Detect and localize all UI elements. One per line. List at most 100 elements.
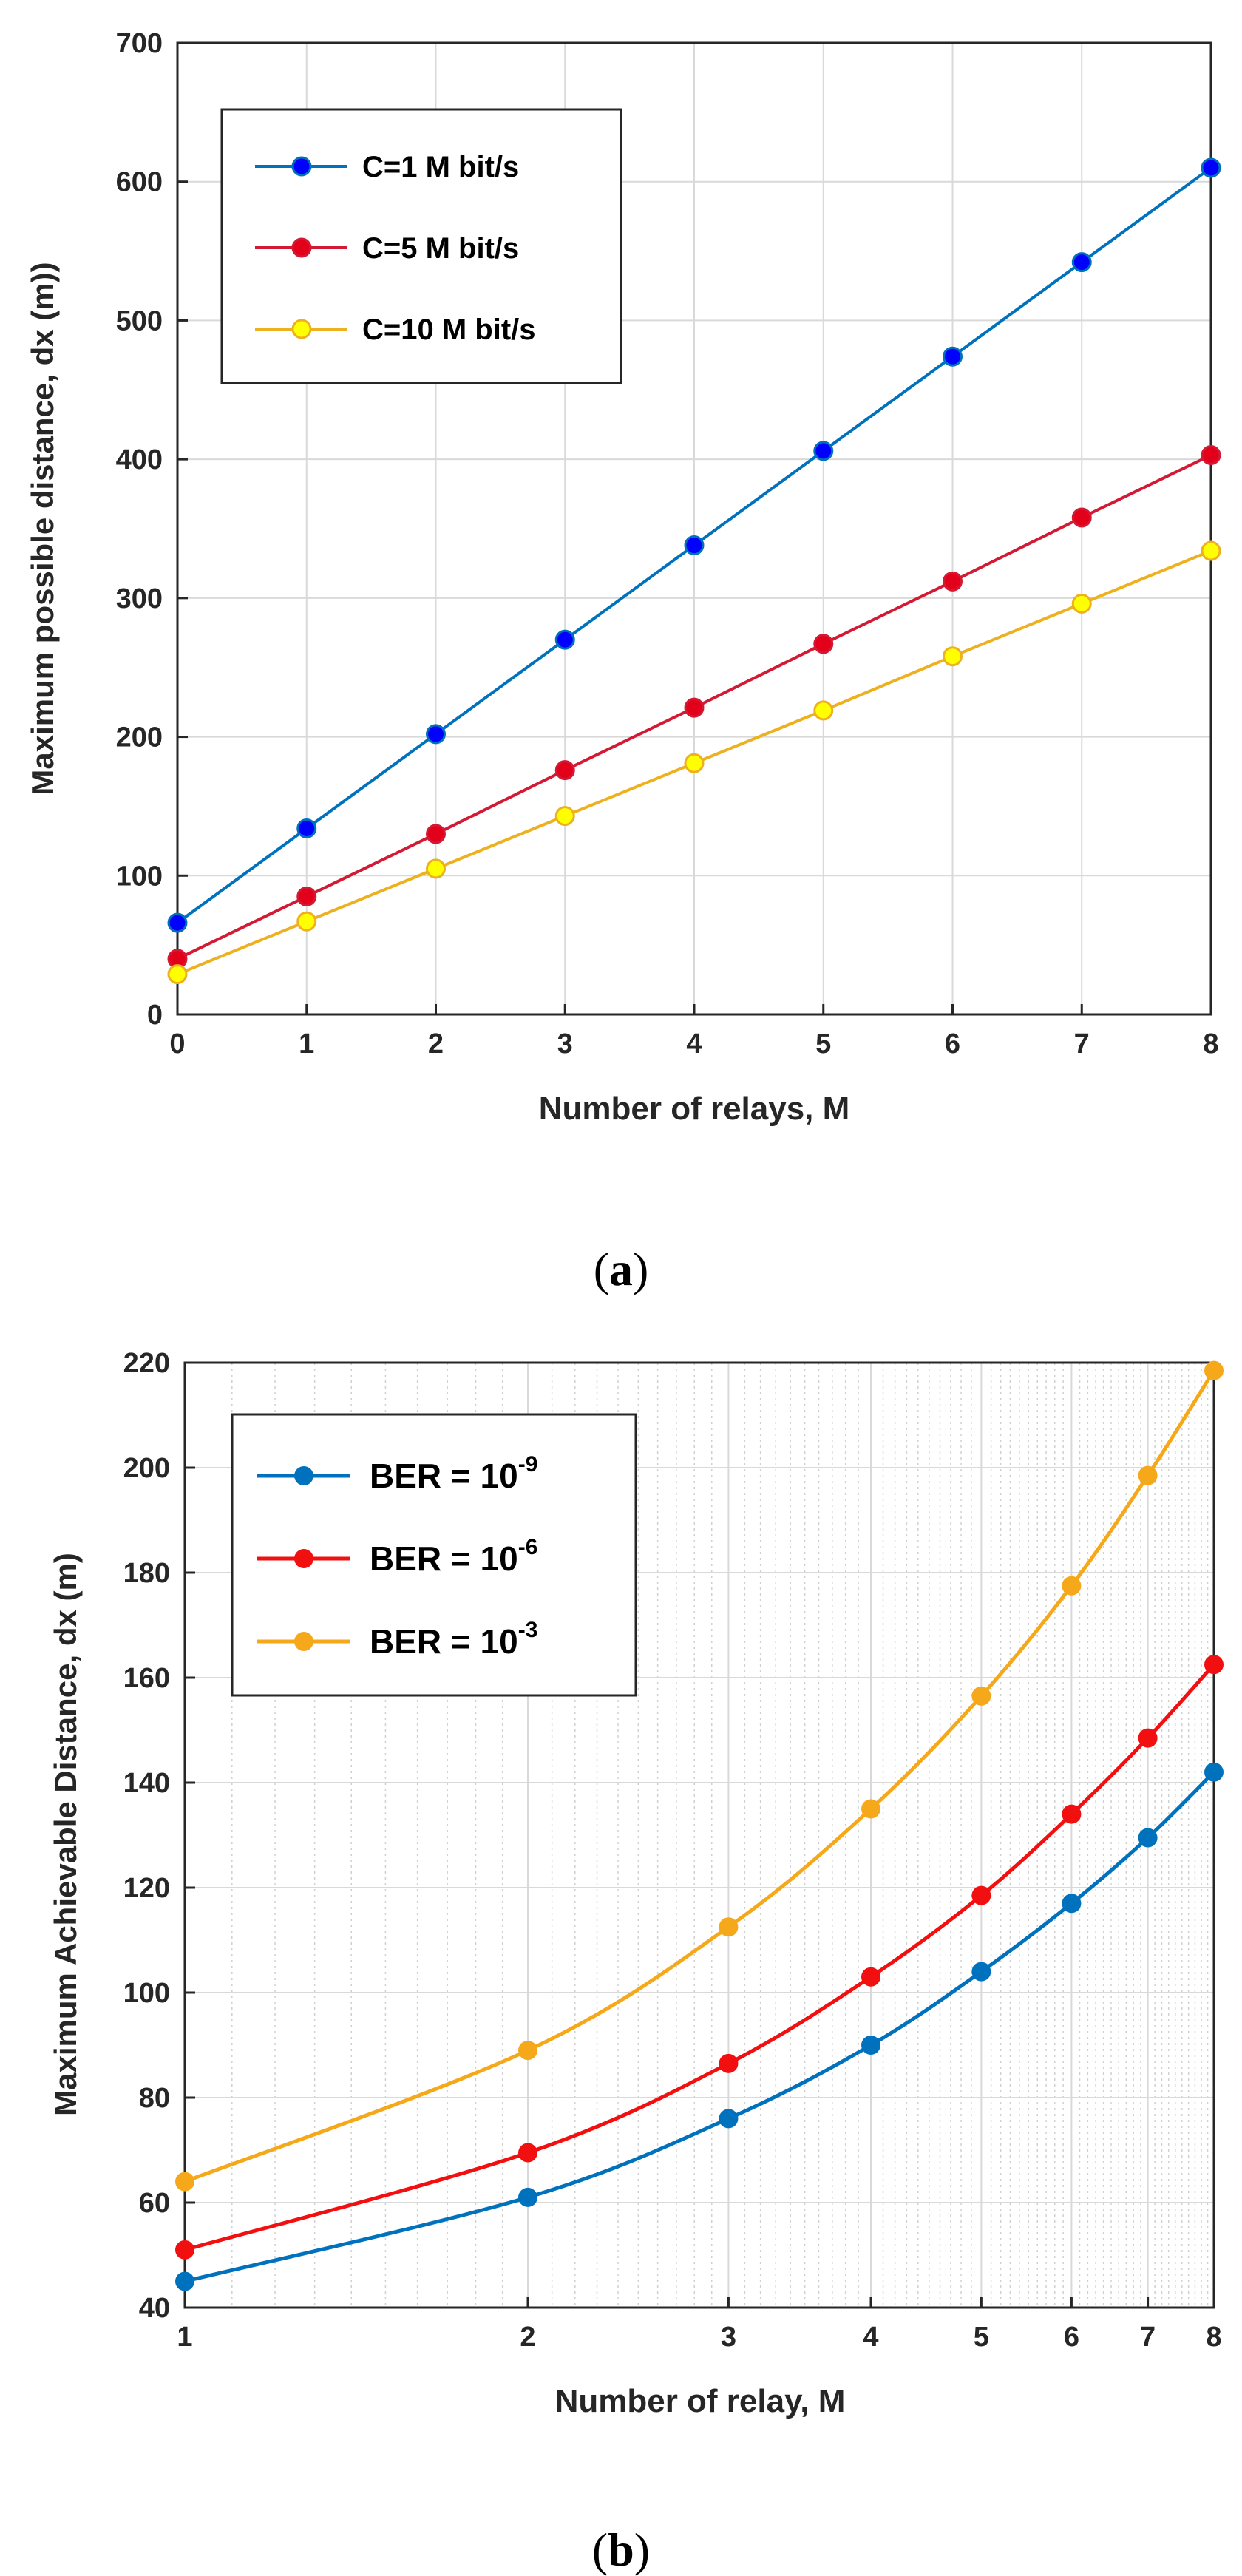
- chart-b-point: [971, 1885, 991, 1905]
- chart-b-y-tick-label: 40: [139, 2293, 170, 2324]
- chart-a-y-tick-label: 200: [116, 722, 163, 753]
- chart-b-point: [971, 1686, 991, 1706]
- chart-b-y-tick-label: 120: [123, 1873, 170, 1904]
- chart-b-point: [518, 2187, 537, 2207]
- chart-panel-b: 1 2 3 4 5 6 7 8 40 60 80 100 120 140 160 180 200 220 Numb…: [48, 1348, 1224, 2576]
- chart-b-plot-frame: [183, 1361, 1215, 2309]
- chart-a-point: [813, 700, 834, 721]
- chart-b-caption-letter: b: [608, 2524, 634, 2576]
- chart-b-y-tick-label: 60: [139, 2188, 170, 2219]
- chart-a-point: [554, 760, 575, 781]
- chart-b-x-tick-label: 3: [721, 2322, 736, 2353]
- chart-b-y-tick-label: 100: [123, 1978, 170, 2009]
- chart-a-point: [684, 535, 705, 556]
- chart-b-point: [861, 1799, 880, 1819]
- chart-b-y-tick-label: 200: [123, 1453, 170, 1484]
- chart-b-point: [1138, 1728, 1158, 1748]
- chart-a-point: [296, 818, 317, 838]
- chart-a-ticks: 0 1 2 3 4 5 6 7 8 0 100 200 300 400 500 600 700: [116, 28, 1219, 1060]
- chart-b-x-tick-label: 1: [177, 2322, 192, 2353]
- chart-b-point: [719, 2053, 739, 2073]
- chart-b-legend-marker: [294, 1632, 313, 1651]
- chart-b-point: [1062, 1576, 1082, 1596]
- chart-b-y-tick-label: 160: [123, 1663, 170, 1694]
- chart-b-legend-label: BER = 10-3: [370, 1618, 537, 1661]
- chart-b-point: [1204, 1762, 1224, 1782]
- chart-a-y-axis-label: Maximum possible distance, dx (m)): [25, 262, 60, 795]
- chart-b-legend-exponent: -6: [518, 1535, 538, 1559]
- chart-b-legend: BER = 10-9 BER = 10-6 BER = 10-3: [231, 1413, 637, 1697]
- chart-a-point: [1201, 445, 1221, 466]
- chart-b-point: [861, 2036, 880, 2055]
- chart-a-point: [296, 886, 317, 906]
- chart-a-y-tick-label: 0: [147, 1000, 163, 1031]
- chart-b-x-tick-label: 2: [520, 2322, 535, 2353]
- chart-b-point: [719, 2109, 739, 2129]
- chart-a-legend: C=1 M bit/s C=5 M bit/s C=10 M bit/s: [220, 108, 622, 384]
- chart-a-legend-label: C=10 M bit/s: [362, 313, 536, 346]
- chart-b-point: [1204, 1360, 1224, 1380]
- chart-panel-a: 0 1 2 3 4 5 6 7 8 0 100 200 300 400 500 600 700 Number o…: [25, 28, 1221, 1295]
- chart-b-series-group: [175, 1360, 1224, 2291]
- chart-a-legend-marker: [291, 237, 312, 258]
- chart-b-point: [1204, 1655, 1224, 1675]
- chart-a-y-tick-label: 300: [116, 583, 163, 614]
- chart-a-point: [1071, 507, 1092, 528]
- chart-a-x-tick-label: 6: [945, 1028, 960, 1060]
- chart-a-x-tick-label: 8: [1203, 1028, 1218, 1060]
- chart-a-point: [554, 806, 575, 827]
- chart-b-legend-label: BER = 10-6: [370, 1535, 537, 1578]
- chart-a-x-tick-label: 0: [169, 1028, 185, 1060]
- chart-b-point: [971, 1962, 991, 1982]
- chart-b-point: [719, 1917, 739, 1937]
- chart-a-x-tick-label: 2: [428, 1028, 444, 1060]
- chart-b-x-axis-label: Number of relay, M: [555, 2383, 846, 2419]
- chart-a-point: [943, 571, 963, 592]
- chart-a-y-tick-label: 100: [116, 861, 163, 892]
- chart-a-x-tick-label: 5: [815, 1028, 831, 1060]
- chart-a-legend-marker: [291, 156, 312, 177]
- chart-b-legend-marker: [294, 1466, 313, 1485]
- chart-a-y-tick-label: 500: [116, 305, 163, 336]
- chart-b-point: [518, 2143, 537, 2163]
- chart-b-legend-exponent: -3: [518, 1618, 538, 1642]
- chart-a-x-tick-label: 4: [686, 1028, 702, 1060]
- chart-a-point: [426, 858, 446, 879]
- chart-b-point: [1138, 1465, 1158, 1485]
- chart-b-point: [175, 2172, 194, 2192]
- chart-b-point: [1138, 1828, 1158, 1848]
- chart-b-y-tick-label: 220: [123, 1348, 170, 1379]
- chart-a-point: [426, 824, 446, 844]
- chart-b-ticks: 1 2 3 4 5 6 7 8 40 60 80 100 120 140 160 180 200 220: [123, 1348, 1222, 2353]
- chart-a-x-tick-label: 7: [1074, 1028, 1090, 1060]
- chart-b-x-tick-label: 4: [863, 2322, 878, 2353]
- chart-a-y-tick-label: 600: [116, 167, 163, 198]
- chart-a-point: [1201, 157, 1221, 178]
- chart-b-series-line-2: [184, 1663, 1215, 2252]
- chart-b-y-tick-label: 80: [139, 2083, 170, 2114]
- chart-a-point: [1071, 252, 1092, 273]
- chart-b-point: [861, 1967, 880, 1987]
- chart-a-point: [684, 753, 705, 773]
- chart-a-point: [813, 441, 834, 461]
- chart-a-legend-marker: [291, 319, 312, 339]
- chart-a-point: [813, 634, 834, 654]
- chart-a-x-tick-label: 1: [299, 1028, 314, 1060]
- chart-b-x-tick-label: 6: [1064, 2322, 1079, 2353]
- chart-b-point: [175, 2271, 194, 2291]
- chart-a-point: [1071, 593, 1092, 614]
- chart-a-legend-label: C=1 M bit/s: [362, 151, 519, 183]
- chart-a-caption-letter: a: [609, 1243, 633, 1295]
- chart-b-point: [1062, 1804, 1082, 1824]
- chart-a-legend-label: C=5 M bit/s: [362, 232, 519, 265]
- chart-a-caption: (a): [594, 1243, 649, 1295]
- chart-b-caption: (b): [592, 2524, 650, 2576]
- chart-a-point: [554, 629, 575, 650]
- chart-b-y-tick-label: 180: [123, 1558, 170, 1589]
- chart-b-x-tick-label: 5: [974, 2322, 989, 2353]
- chart-a-point: [296, 911, 317, 932]
- chart-a-y-tick-label: 700: [116, 28, 163, 59]
- chart-a-point: [943, 346, 963, 367]
- chart-a-x-axis-label: Number of relays, M: [539, 1091, 850, 1127]
- chart-b-point: [175, 2240, 194, 2260]
